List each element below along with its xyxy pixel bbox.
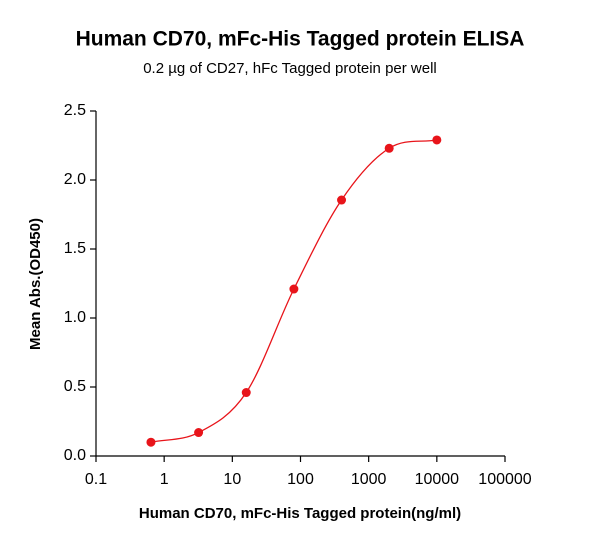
x-tick-label: 100000 [478,471,531,488]
x-axis-label: Human CD70, mFc-His Tagged protein(ng/ml… [139,505,461,522]
data-point [384,143,394,153]
y-tick-label: 1.5 [64,240,86,257]
data-point [337,195,347,205]
x-tick-label: 10 [223,471,241,488]
y-tick-label: 0.0 [64,447,86,464]
chart-subtitle: 0.2 µg of CD27, hFc Tagged protein per w… [143,60,437,77]
x-tick-label: 0.1 [85,471,107,488]
data-point [241,388,251,398]
chart-title: Human CD70, mFc-His Tagged protein ELISA [76,28,525,51]
x-tick-label: 10000 [415,471,460,488]
y-tick-label: 2.0 [64,171,86,188]
x-tick-label: 100 [287,471,314,488]
data-point [432,135,442,145]
data-point [146,437,156,447]
data-point [194,428,204,438]
y-tick-label: 0.5 [64,378,86,395]
x-tick-label: 1000 [351,471,387,488]
y-axis-label: Mean Abs.(OD450) [27,218,44,350]
x-tick-label: 1 [160,471,169,488]
y-tick-label: 1.0 [64,309,86,326]
y-tick-label: 2.5 [64,102,86,119]
data-point [289,284,299,294]
